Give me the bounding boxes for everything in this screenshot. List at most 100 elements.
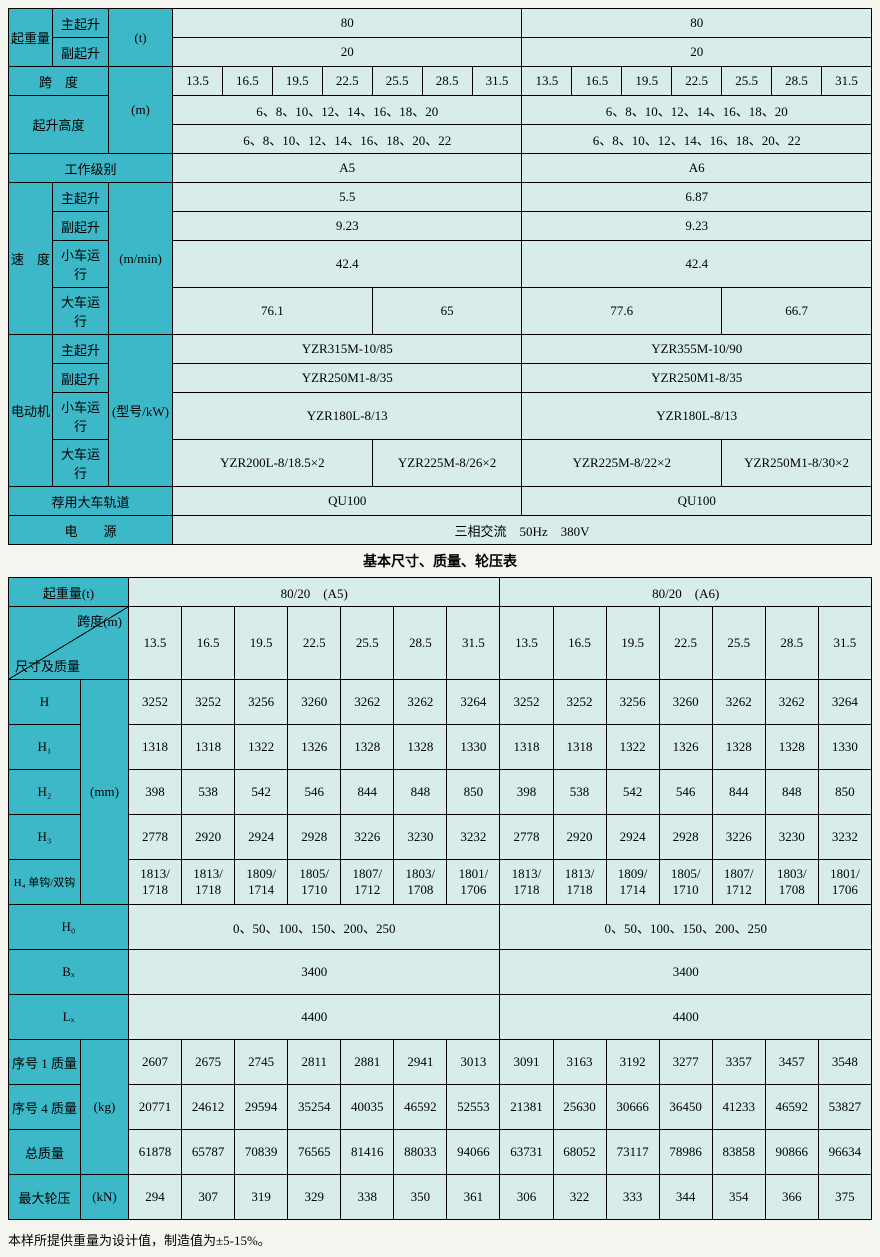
val: 546 [659,770,712,815]
val: 3262 [765,680,818,725]
val: 6、8、10、12、14、16、18、20、22 [173,125,522,154]
val: 1813/ 1718 [500,860,553,905]
spec-table-1: 起重量 主起升 (t) 80 80 副起升 20 20 跨 度 (m) 13.5… [8,8,872,545]
val: 81416 [341,1130,394,1175]
val: 1807/ 1712 [712,860,765,905]
val: 3252 [500,680,553,725]
val: 1805/ 1710 [288,860,341,905]
lbl-main-hoist: 主起升 [53,9,109,38]
val: 2924 [606,815,659,860]
val: 2675 [182,1040,235,1085]
row-key: Lₓ [9,995,129,1040]
val: 2941 [394,1040,447,1085]
val: 1803/ 1708 [765,860,818,905]
spec-table-2: 起重量(t) 80/20 (A5) 80/20 (A6) 跨度(m) 尺寸及质量… [8,577,872,1220]
val: 398 [129,770,182,815]
group-b: 80/20 (A6) [500,578,872,607]
val: 361 [447,1175,500,1220]
val: 70839 [235,1130,288,1175]
val: 78986 [659,1130,712,1175]
lbl-lift-height: 起升高度 [9,96,109,154]
val: 3277 [659,1040,712,1085]
val: A6 [522,154,872,183]
val: 1813/ 1718 [129,860,182,905]
val: YZR180L-8/13 [522,393,872,440]
diag-header: 跨度(m) 尺寸及质量 [9,607,129,680]
table-row: Lₓ 4400 4400 [9,995,872,1040]
val: 3232 [447,815,500,860]
val: 319 [235,1175,288,1220]
lbl: 主起升 [53,335,109,364]
row-key: 总质量 [9,1130,81,1175]
val: 96634 [818,1130,871,1175]
unit-kn: (kN) [81,1175,129,1220]
val: 90866 [765,1130,818,1175]
unit-m: (m) [109,67,173,154]
table-row: H (mm) 325232523256326032623262326432523… [9,680,872,725]
val: 6、8、10、12、14、16、18、20 [522,96,872,125]
val: 4400 [129,995,500,1040]
val: 42.4 [173,241,522,288]
unit-kg: (kg) [81,1040,129,1175]
unit-mm: (mm) [81,680,129,905]
lbl: 主起升 [53,183,109,212]
val: 31.5 [818,607,871,680]
val: 31.5 [821,67,871,96]
val: 65 [372,288,522,335]
val: 73117 [606,1130,659,1175]
val: 1322 [606,725,659,770]
val: 398 [500,770,553,815]
val: 3163 [553,1040,606,1085]
val: 22.5 [672,67,722,96]
val: YZR200L-8/18.5×2 [173,440,373,487]
val: 3262 [712,680,765,725]
val: 19.5 [622,67,672,96]
val: 542 [606,770,659,815]
val: 13.5 [173,67,223,96]
row-key: H₃ [9,815,81,860]
row-key: H₀ [9,905,129,950]
row-key: H₄ 单钩/双钩 [9,860,81,905]
row-key: 最大轮压 [9,1175,81,1220]
val: 1318 [182,725,235,770]
val: 354 [712,1175,765,1220]
val: 80 [173,9,522,38]
val: 40035 [341,1085,394,1130]
val: 3226 [341,815,394,860]
val: 538 [553,770,606,815]
val: 25.5 [341,607,394,680]
row-key: 序号 1 质量 [9,1040,81,1085]
val: 42.4 [522,241,872,288]
val: 6、8、10、12、14、16、18、20 [173,96,522,125]
lbl-span: 跨 度 [9,67,109,96]
val: 19.5 [606,607,659,680]
row-key: 序号 4 质量 [9,1085,81,1130]
val: YZR180L-8/13 [173,393,522,440]
val: 5.5 [173,183,522,212]
unit-model: (型号/kW) [109,335,173,487]
val: 6.87 [522,183,872,212]
val: 1809/ 1714 [235,860,288,905]
val: 3262 [394,680,447,725]
val: 844 [341,770,394,815]
val: 25.5 [722,67,772,96]
val: 13.5 [522,67,572,96]
val: 2924 [235,815,288,860]
section-title: 基本尺寸、质量、轮压表 [8,551,872,571]
val: 1809/ 1714 [606,860,659,905]
val: 2745 [235,1040,288,1085]
val: 3230 [765,815,818,860]
val: 25630 [553,1085,606,1130]
val: 88033 [394,1130,447,1175]
val: 375 [818,1175,871,1220]
footnote: 本样所提供重量为设计值，制造值为±5-15%。 [8,1230,872,1249]
val: 3256 [235,680,288,725]
val: 3256 [606,680,659,725]
table-row: Bₓ 3400 3400 [9,950,872,995]
val: 16.5 [553,607,606,680]
val: 1330 [818,725,871,770]
val: 3260 [288,680,341,725]
val: 2928 [659,815,712,860]
val: 22.5 [659,607,712,680]
val: 3091 [500,1040,553,1085]
